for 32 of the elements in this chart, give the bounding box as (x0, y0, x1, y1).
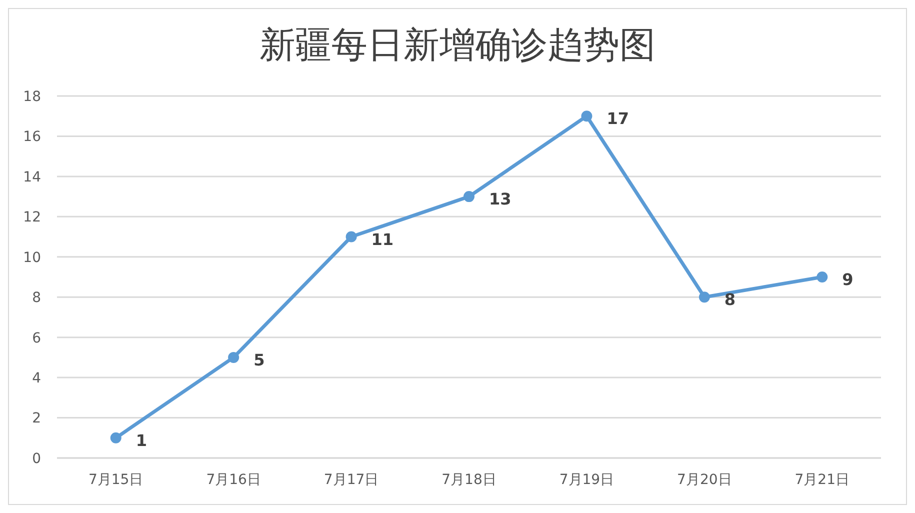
data-label: 13 (489, 190, 512, 209)
point (464, 191, 474, 202)
data-label: 9 (842, 270, 854, 289)
x-tick-label: 7月21日 (794, 472, 850, 488)
x-tick-label: 7月15日 (88, 472, 144, 488)
y-tick-label: 2 (32, 410, 41, 427)
point (346, 231, 357, 242)
data-label: 1 (136, 430, 147, 450)
x-tick-label: 7月18日 (442, 472, 496, 488)
y-tick-label: 10 (23, 250, 41, 266)
y-tick-label: 8 (32, 290, 41, 306)
data-label: 11 (371, 230, 394, 249)
point (581, 110, 592, 122)
data-label: 5 (254, 350, 265, 370)
x-tick-label: 7月17日 (324, 472, 379, 488)
data-label: 8 (724, 290, 736, 310)
x-tick-label: 7月16日 (206, 472, 261, 488)
point (698, 292, 710, 303)
y-tick-label: 14 (23, 169, 42, 186)
x-tick-label: 7月19日 (559, 472, 614, 488)
y-tick-label: 18 (23, 88, 41, 105)
data-label: 17 (606, 109, 629, 128)
chart-title: 新疆每日新增确诊趋势图 (258, 24, 656, 68)
point (228, 352, 240, 363)
y-tick-label: 16 (23, 129, 42, 146)
point (110, 432, 122, 444)
y-tick-label: 0 (32, 450, 41, 467)
y-tick-label: 12 (23, 210, 41, 226)
point (816, 272, 828, 282)
y-tick-label: 4 (32, 370, 42, 387)
x-tick-label: 7月20日 (677, 472, 732, 488)
y-tick-label: 6 (32, 330, 42, 346)
